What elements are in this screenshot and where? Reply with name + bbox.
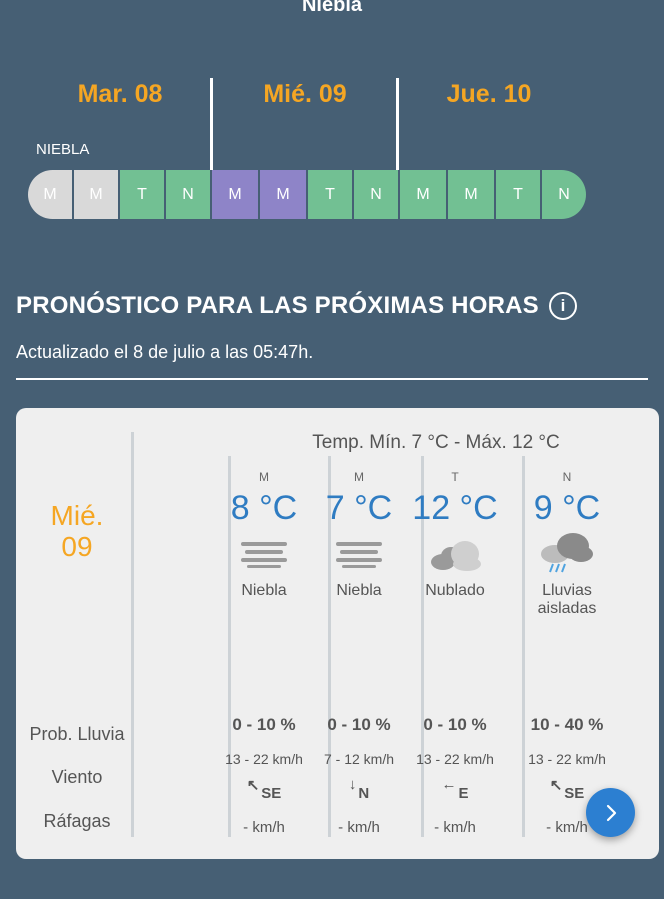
fog-icon [309,530,409,578]
info-icon[interactable]: i [549,292,577,320]
rain-cloud-icon [517,530,617,578]
wind-arrow-icon: ↖ [246,777,260,794]
period-segment-5: M [212,170,260,219]
period-label: M [354,470,364,484]
period-label: T [451,470,459,484]
cloudy-icon [405,530,505,578]
gust-speed: - km/h [434,819,476,836]
forecast-column: N 9 °C Lluvias aisladas [517,470,617,618]
temperature: 12 °C [412,489,498,527]
weather-description: Lluvias aisladas [537,582,597,617]
wind-speed: 13 - 22 km/h [528,751,606,767]
chevron-right-icon [606,804,616,821]
forecast-column: M 8 °C Niebla [214,470,314,600]
updated-text: Actualizado el 8 de julio a las 05:47h. [16,342,314,362]
period-label: N [562,470,572,484]
next-button[interactable] [586,788,635,837]
day-divider [396,78,399,218]
wind-direction-label: N [358,785,370,802]
weather-description: Niebla [336,582,382,599]
day-header-mie-09: Mié. 09 [263,80,347,108]
wind-direction-label: E [458,785,469,802]
card-day: Mié. 09 [16,500,138,562]
temp-range: Temp. Mín. 7 °C - Máx. 12 °C [312,432,560,453]
divider [16,378,648,380]
temperature: 9 °C [533,489,601,527]
period-segment-1: M [28,170,74,219]
gust-speed: - km/h [338,819,380,836]
gust-speed: - km/h [243,819,285,836]
wind-direction-label: SE [261,785,282,802]
wind-arrow-icon: ↖ [549,777,563,794]
wind-direction: ↓N [309,776,409,802]
label-rain-probability: Prob. Lluvia [29,724,125,744]
gust-speed: - km/h [546,819,588,836]
period-segment-9: M [400,170,448,219]
wind-direction: ←E [405,776,505,802]
day-header-jue-10: Jue. 10 [446,80,532,108]
rain-probability: 0 - 10 % [423,715,487,734]
period-segment-12: N [542,170,586,219]
fog-icon [214,530,314,578]
rain-probability: 0 - 10 % [232,715,296,734]
wind-arrow-icon: ← [441,776,457,793]
forecast-column: M 7 °C Niebla [309,470,409,600]
top-label: Niebla [301,0,363,16]
day-divider [210,78,213,218]
rain-probability: 0 - 10 % [327,715,391,734]
temperature: 8 °C [230,489,298,527]
wind-direction: ↖ SE [517,776,617,802]
column-divider [421,456,424,837]
wind-speed: 7 - 12 km/h [323,751,395,767]
period-segment-3: T [120,170,166,219]
card-day-number: 09 [61,531,93,562]
period-segment-2: M [74,170,120,219]
label-gusts: Ráfagas [43,811,111,831]
forecast-card: Mié. 09 Temp. Mín. 7 °C - Máx. 12 °C Pro… [16,408,659,859]
weather-description: Niebla [241,582,287,599]
period-segment-8: N [354,170,400,219]
weather-description: Nublado [425,582,485,599]
period-label: M [259,470,269,484]
column-divider [328,456,331,837]
period-segment-6: M [260,170,308,219]
wind-direction: ↖ SE [214,776,314,802]
card-day-name: Mié. [50,500,104,531]
period-segment-7: T [308,170,354,219]
column-divider [228,456,231,837]
period-segment-4: N [166,170,212,219]
column-divider [131,432,134,837]
section-title: PRONÓSTICO PARA LAS PRÓXIMAS HORAS [16,292,539,319]
label-wind: Viento [51,767,103,787]
wind-direction-label: SE [564,785,585,802]
bar-label: NIEBLA [36,141,90,158]
period-segment-11: T [496,170,542,219]
rain-probability: 10 - 40 % [530,715,604,734]
wind-speed: 13 - 22 km/h [225,751,303,767]
forecast-column: T 12 °C Nublado [405,470,505,600]
column-divider [522,456,525,837]
period-segment-10: M [448,170,496,219]
day-header-mar-08: Mar. 08 [77,80,163,108]
wind-speed: 13 - 22 km/h [416,751,494,767]
temperature: 7 °C [325,489,393,527]
wind-arrow-icon: ↓ [348,776,357,793]
